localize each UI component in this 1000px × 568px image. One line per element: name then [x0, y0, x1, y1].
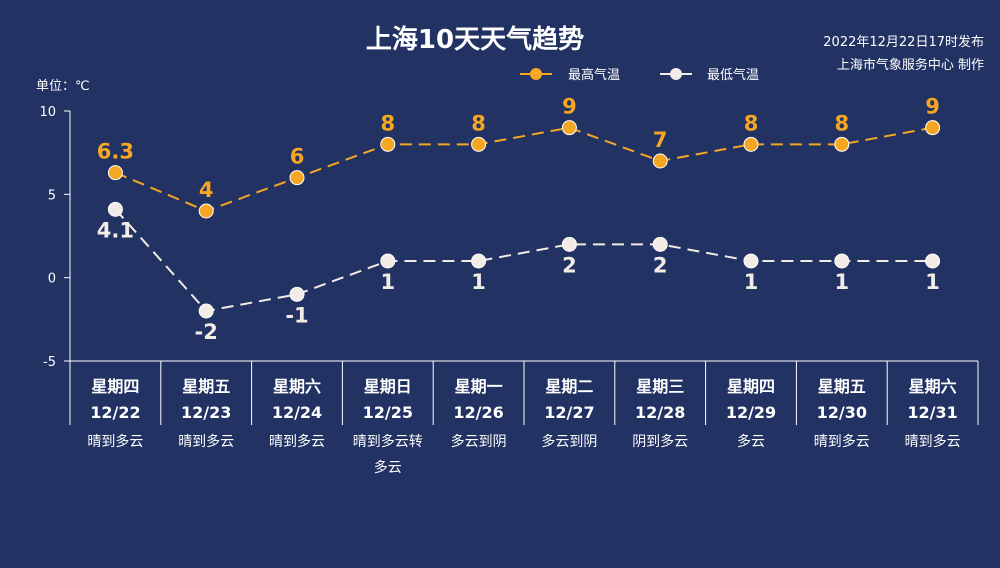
- weather-label: 多云到阴: [541, 433, 597, 450]
- day-label: 星期三: [636, 377, 684, 396]
- high-temp-point: [561, 120, 577, 136]
- low-temp-point: [107, 201, 123, 217]
- date-label: 12/23: [181, 403, 231, 422]
- high-temp-point: [925, 120, 941, 136]
- low-temp-label: -1: [285, 303, 308, 327]
- high-temp-point: [652, 153, 668, 169]
- high-temp-point: [743, 136, 759, 152]
- high-temp-label: 7: [653, 128, 668, 152]
- high-temp-point: [471, 136, 487, 152]
- date-label: 12/22: [90, 403, 140, 422]
- day-label: 星期六: [909, 377, 957, 396]
- high-temp-label: 8: [834, 111, 849, 135]
- day-label: 星期六: [273, 377, 321, 396]
- legend-low-marker: [670, 68, 682, 80]
- weather-label: 晴到多云转: [353, 433, 423, 450]
- day-label: 星期一: [455, 377, 503, 396]
- low-temp-point: [289, 286, 305, 302]
- low-temp-point: [198, 303, 214, 319]
- low-temp-point: [380, 253, 396, 269]
- date-label: 12/25: [363, 403, 413, 422]
- day-columns: 星期四 12/22 晴到多云 星期五 12/23 晴到多云 星期六 12/24 晴到多云 星期日 1…: [87, 361, 979, 476]
- low-temp-point: [471, 253, 487, 269]
- low-temp-label: 1: [380, 270, 395, 294]
- day-label: 星期二: [545, 377, 593, 396]
- series-layer: 6.3 4 6 8 8 9 7 8 8 9 4.1 -2 -1 1 1 2 2 1 1 1: [97, 95, 941, 344]
- y-tick-label: -5: [43, 355, 56, 370]
- legend-high-marker: [530, 68, 542, 80]
- publisher: 上海市气象服务中心 制作: [837, 57, 984, 73]
- low-temp-point: [561, 236, 577, 252]
- high-temp-label: 8: [744, 111, 759, 135]
- high-temp-point: [289, 170, 305, 186]
- weather-label: 晴到多云: [87, 433, 143, 450]
- high-temp-label: 8: [380, 111, 395, 135]
- day-label: 星期四: [91, 377, 139, 396]
- high-temp-point: [834, 136, 850, 152]
- date-label: 12/24: [272, 403, 322, 422]
- day-label: 星期四: [727, 377, 775, 396]
- date-label: 12/27: [544, 403, 594, 422]
- high-temp-point: [380, 136, 396, 152]
- low-temp-point: [652, 236, 668, 252]
- low-temp-label: 1: [925, 270, 940, 294]
- high-temp-line: [115, 126, 933, 213]
- legend-low-label: 最低气温: [707, 67, 759, 83]
- high-temp-label: 4: [199, 178, 214, 202]
- weather-label: 晴到多云: [814, 433, 870, 450]
- publish-time: 2022年12月22日17时发布: [823, 34, 984, 50]
- low-temp-point: [743, 253, 759, 269]
- high-temp-label: 9: [562, 95, 577, 119]
- date-label: 12/26: [453, 403, 503, 422]
- chart-title: 上海10天天气趋势: [366, 24, 584, 55]
- high-temp-point: [107, 165, 123, 181]
- day-label: 星期五: [182, 377, 230, 396]
- day-label: 星期日: [364, 377, 412, 396]
- legend: 最高气温 最低气温: [520, 67, 759, 83]
- low-temp-point: [925, 253, 941, 269]
- low-temp-label: 1: [744, 270, 759, 294]
- y-tick-label: 10: [39, 105, 56, 120]
- high-temp-label: 9: [925, 95, 940, 119]
- y-tick-label: 5: [48, 188, 56, 203]
- weather-label: 晴到多云: [178, 433, 234, 450]
- low-temp-label: 1: [834, 270, 849, 294]
- day-label: 星期五: [818, 377, 866, 396]
- high-temp-label: 6.3: [97, 140, 134, 164]
- low-temp-label: 4.1: [97, 218, 134, 242]
- unit-label: 单位：℃: [36, 79, 90, 94]
- low-temp-label: 2: [562, 253, 577, 277]
- high-temp-label: 8: [471, 111, 486, 135]
- date-label: 12/30: [817, 403, 867, 422]
- date-label: 12/29: [726, 403, 776, 422]
- low-temp-line: [114, 208, 933, 313]
- date-label: 12/28: [635, 403, 685, 422]
- weather-label: 多云: [737, 433, 765, 450]
- high-temp-label: 6: [290, 145, 305, 169]
- y-tick-label: 0: [48, 272, 56, 287]
- weather-label: 晴到多云: [269, 433, 325, 450]
- low-temp-label: -2: [195, 320, 218, 344]
- low-temp-point: [834, 253, 850, 269]
- weather-label: 多云到阴: [451, 433, 507, 450]
- date-label: 12/31: [907, 403, 957, 422]
- weather-label: 晴到多云: [905, 433, 961, 450]
- low-temp-label: 1: [471, 270, 486, 294]
- legend-high-label: 最高气温: [568, 67, 620, 83]
- weather-label: 多云: [374, 459, 402, 476]
- weather-label: 阴到多云: [632, 433, 688, 450]
- high-temp-point: [198, 203, 214, 219]
- low-temp-label: 2: [653, 253, 668, 277]
